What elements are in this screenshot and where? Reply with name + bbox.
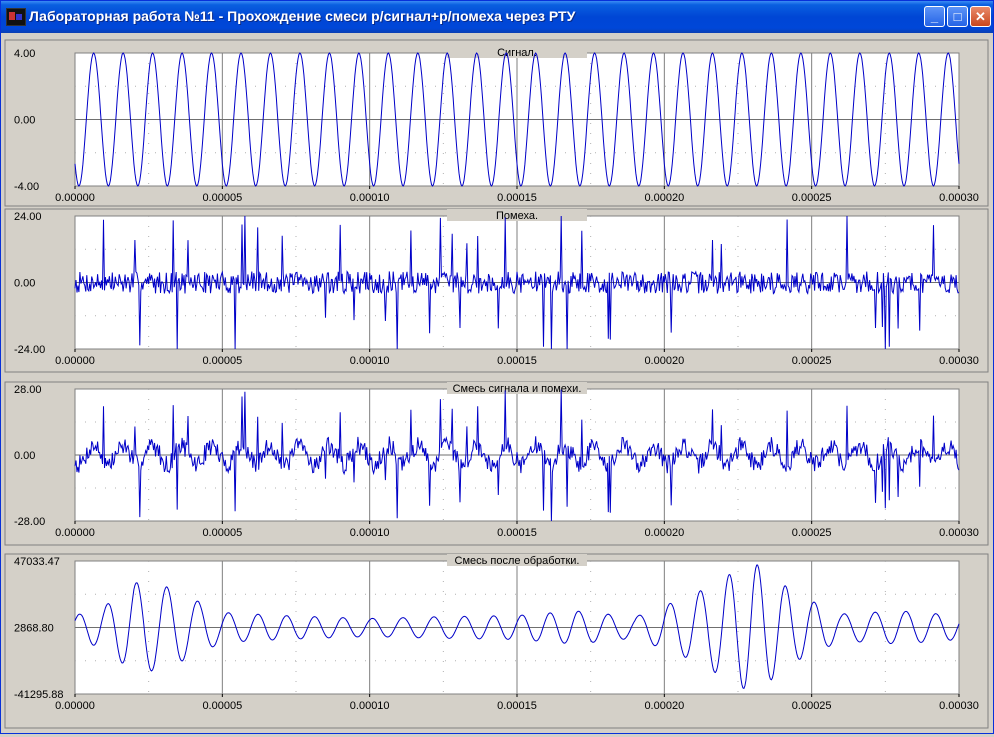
chart-title: Сигнал. (497, 47, 537, 59)
x-tick-label: 0.00010 (350, 527, 390, 539)
close-button[interactable]: ✕ (970, 6, 991, 27)
x-tick-label: 0.00015 (497, 700, 537, 712)
x-tick-label: 0.00000 (55, 700, 95, 712)
x-tick-label: 0.00020 (644, 192, 684, 204)
x-tick-label: 0.00000 (55, 527, 95, 539)
x-tick-label: 0.00030 (939, 355, 979, 367)
x-tick-label: 0.00005 (202, 700, 242, 712)
x-tick-label: 0.00025 (792, 527, 832, 539)
x-tick-label: 0.00015 (497, 355, 537, 367)
x-tick-label: 0.00020 (644, 355, 684, 367)
x-tick-label: 0.00005 (202, 355, 242, 367)
y-tick-label: 0.00 (14, 278, 35, 290)
x-tick-label: 0.00020 (644, 700, 684, 712)
y-tick-label: 24.00 (14, 211, 42, 223)
chart-title-bg (447, 382, 587, 394)
series-line (74, 52, 960, 187)
x-tick-label: 0.00015 (497, 527, 537, 539)
window-title: Лабораторная работа №11 - Прохождение см… (29, 8, 576, 24)
y-tick-label: -24.00 (14, 344, 45, 356)
x-tick-label: 0.00020 (644, 527, 684, 539)
y-tick-label: 28.00 (14, 384, 42, 396)
x-tick-label: 0.00030 (939, 192, 979, 204)
series-line (74, 564, 960, 690)
minimize-button[interactable]: _ (924, 6, 945, 27)
x-tick-label: 0.00025 (792, 192, 832, 204)
series-line (74, 215, 959, 350)
x-tick-label: 0.00015 (497, 192, 537, 204)
title-bar[interactable]: Лабораторная работа №11 - Прохождение см… (1, 1, 993, 33)
y-tick-label: 0.00 (14, 115, 35, 127)
chart-title: Смесь сигнала и помехи. (453, 383, 582, 395)
chart-title-bg (447, 46, 587, 58)
x-tick-label: 0.00010 (350, 700, 390, 712)
x-tick-label: 0.00000 (55, 355, 95, 367)
chart-title-bg (447, 554, 587, 566)
maximize-button[interactable]: □ (947, 6, 968, 27)
y-tick-label: 2868.80 (14, 623, 54, 635)
x-tick-label: 0.00010 (350, 355, 390, 367)
x-tick-label: 0.00025 (792, 700, 832, 712)
x-tick-label: 0.00000 (55, 192, 95, 204)
client-area: Сигнал. 4.00 0.00 -4.00 0.00000 0.00005 0.0001… (4, 33, 990, 732)
x-tick-label: 0.00030 (939, 700, 979, 712)
y-tick-label: 0.00 (14, 450, 35, 462)
chart-title: Помеха. (496, 210, 538, 222)
y-tick-label: -41295.88 (14, 689, 64, 701)
x-tick-label: 0.00025 (792, 355, 832, 367)
chart-title-bg (447, 209, 587, 221)
chart-title: Смесь после обработки. (455, 555, 580, 567)
x-tick-label: 0.00005 (202, 192, 242, 204)
panel-frame (4, 39, 989, 207)
y-tick-label: 47033.47 (14, 556, 60, 568)
x-tick-label: 0.00010 (350, 192, 390, 204)
x-tick-label: 0.00030 (939, 527, 979, 539)
y-tick-label: -28.00 (14, 516, 45, 528)
x-tick-label: 0.00005 (202, 527, 242, 539)
series-line (74, 389, 960, 522)
y-tick-label: 4.00 (14, 48, 35, 60)
y-tick-label: -4.00 (14, 181, 39, 193)
charts-canvas: Сигнал. 4.00 0.00 -4.00 0.00000 0.00005 0.0001… (4, 39, 989, 729)
app-icon[interactable] (6, 8, 26, 26)
